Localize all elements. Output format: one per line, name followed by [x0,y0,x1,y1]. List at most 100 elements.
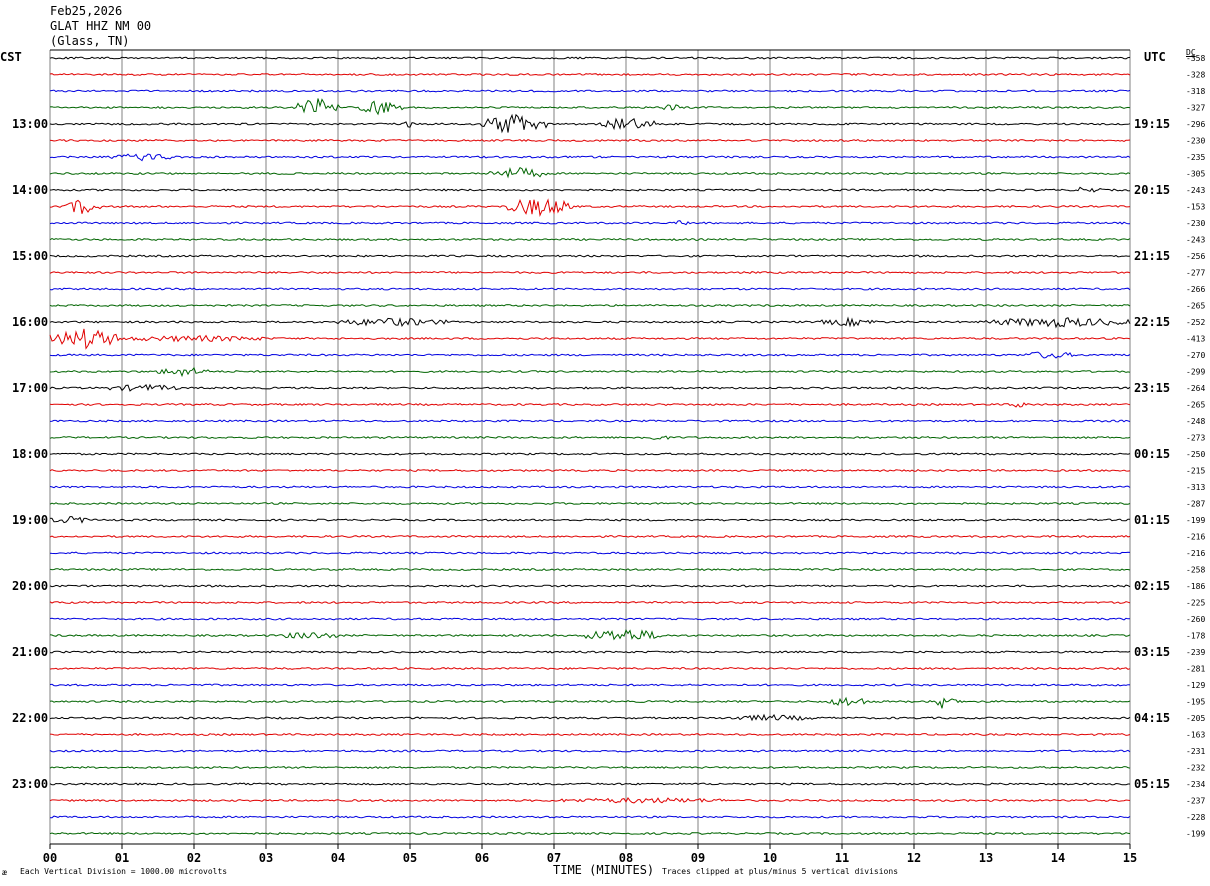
trace-line [49,629,1131,641]
dc-offset-label: -216 [1186,549,1205,558]
trace-line [49,419,1131,423]
dc-offset-label: -243 [1186,236,1205,245]
dc-offset-label: -265 [1186,302,1205,311]
dc-offset-label: -239 [1186,648,1205,657]
trace-line [49,567,1131,572]
trace-line [49,237,1131,242]
trace-line [49,303,1131,308]
trace-line [49,683,1131,687]
left-time-label: 16:00 [12,315,48,329]
trace-line [49,366,1131,378]
dc-offset-label: -225 [1186,599,1205,608]
left-time-label: 20:00 [12,579,48,593]
trace-line [49,831,1131,836]
dc-offset-label: -260 [1186,615,1205,624]
right-time-label: 20:15 [1134,183,1170,197]
left-time-label: 22:00 [12,711,48,725]
left-time-label: 13:00 [12,117,48,131]
right-time-label: 01:15 [1134,513,1170,527]
dc-offset-label: -264 [1186,384,1205,393]
dc-offset-label: -199 [1186,830,1205,839]
dc-offset-label: -231 [1186,747,1205,756]
dc-offset-label: -258 [1186,566,1205,575]
x-tick-label: 08 [619,851,633,865]
dc-offset-label: -256 [1186,252,1205,261]
header-date: Feb25,2026 [50,4,123,18]
x-tick-label: 12 [907,851,921,865]
header-station: GLAT HHZ NM 00 [50,19,152,33]
trace-line [49,89,1131,93]
dc-offset-label: -153 [1186,203,1205,212]
x-tick-label: 15 [1123,851,1137,865]
trace-line [49,98,1131,116]
dc-offset-label: -235 [1186,153,1205,162]
dc-offset-label: -215 [1186,467,1205,476]
dc-offset-label: -287 [1186,500,1205,509]
trace-line [49,749,1131,753]
right-time-label: 05:15 [1134,777,1170,791]
left-time-label: 19:00 [12,513,48,527]
x-tick-label: 07 [547,851,561,865]
trace-line [49,220,1130,226]
trace-line [49,584,1131,588]
right-time-label: 00:15 [1134,447,1170,461]
x-tick-label: 13 [979,851,993,865]
left-time-label: 18:00 [12,447,48,461]
corner-mark: æ [2,868,7,877]
dc-offset-label: -318 [1186,87,1205,96]
dc-offset-label: -281 [1186,665,1205,674]
dc-offset-label: -243 [1186,186,1205,195]
trace-line [49,186,1131,193]
x-tick-label: 01 [115,851,129,865]
x-tick-label: 11 [835,851,849,865]
trace-line [50,815,1131,819]
trace-line [49,254,1131,258]
trace-line [49,271,1131,275]
trace-line [49,600,1131,605]
left-time-label: 17:00 [12,381,48,395]
trace-line [49,534,1131,539]
dc-offset-label: -358 [1186,54,1205,63]
x-tick-label: 04 [331,851,345,865]
dc-offset-label: -186 [1186,582,1205,591]
right-time-label: 03:15 [1134,645,1170,659]
dc-offset-label: -266 [1186,285,1205,294]
trace-line [49,316,1131,329]
trace-line [49,328,1131,350]
dc-offset-label: -252 [1186,318,1205,327]
x-tick-label: 02 [187,851,201,865]
trace-line [49,667,1131,671]
right-time-label: 23:15 [1134,381,1170,395]
dc-offset-label: -270 [1186,351,1205,360]
trace-line [49,782,1130,786]
right-time-label: 04:15 [1134,711,1170,725]
dc-offset-label: -129 [1186,681,1205,690]
trace-line [49,516,1130,524]
dc-offset-label: -265 [1186,401,1205,410]
trace-line [49,435,1131,440]
dc-offset-label: -305 [1186,170,1205,179]
trace-line [49,713,1131,722]
left-time-label: 23:00 [12,777,48,791]
left-axis-title: CST [0,50,22,64]
dc-offset-label: -299 [1186,368,1205,377]
left-time-label: 15:00 [12,249,48,263]
dc-offset-label: -216 [1186,533,1205,542]
dc-offset-label: -232 [1186,764,1205,773]
x-tick-label: 00 [43,851,57,865]
trace-line [49,198,1131,217]
trace-line [49,766,1131,770]
trace-line [49,287,1131,291]
clip-note: Traces clipped at plus/minus 5 vertical … [662,867,899,876]
dc-offset-label: -228 [1186,813,1205,822]
dc-offset-label: -248 [1186,417,1205,426]
right-time-label: 22:15 [1134,315,1170,329]
dc-offset-label: -250 [1186,450,1205,459]
dc-offset-label: -195 [1186,698,1205,707]
dc-offset-label: -296 [1186,120,1205,129]
trace-line [49,153,1131,162]
trace-line [49,73,1131,77]
trace-line [49,501,1131,506]
x-tick-label: 09 [691,851,705,865]
